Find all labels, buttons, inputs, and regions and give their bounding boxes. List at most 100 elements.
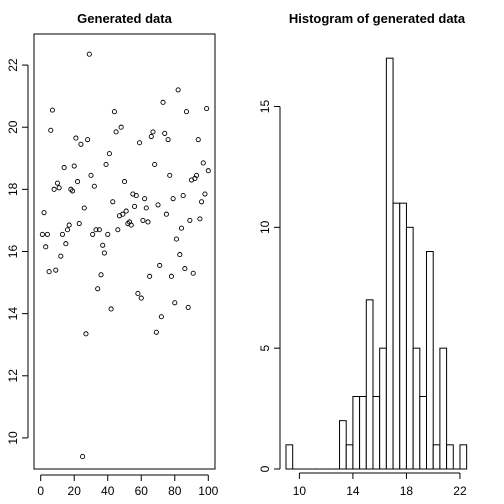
histogram-bar: [385, 57, 394, 470]
scatter-point: [133, 193, 139, 199]
scatter-point: [71, 163, 77, 169]
scatter-point: [123, 208, 129, 214]
scatter-point: [86, 51, 92, 57]
scatter-y-tick-label: 22: [6, 58, 20, 72]
scatter-point: [85, 137, 91, 143]
scatter-panel: Generated data 0 20 40 60 80 100 10 12 14 16 18 20…: [6, 11, 219, 498]
histogram-bars: [285, 57, 468, 470]
scatter-point: [190, 270, 196, 276]
scatter-point: [187, 217, 193, 223]
scatter-point: [185, 304, 191, 310]
scatter-point: [177, 252, 183, 258]
histogram-x-tick-label: 22: [453, 484, 467, 498]
scatter-point: [121, 179, 128, 185]
scatter-point: [44, 231, 50, 237]
histogram-x-tick-label: 10: [293, 484, 307, 498]
scatter-point: [76, 220, 82, 227]
scatter-plot-frame: [33, 33, 216, 470]
scatter-point: [148, 133, 154, 140]
scatter-point: [61, 165, 67, 171]
histogram-bar: [339, 420, 347, 470]
histogram-bar: [419, 396, 428, 470]
scatter-y-tick-label: 20: [6, 120, 20, 134]
histogram-bar: [432, 444, 441, 470]
scatter-point: [80, 454, 86, 460]
scatter-point: [54, 180, 61, 186]
scatter-y-tick-label: 18: [6, 182, 20, 196]
scatter-point: [135, 290, 141, 296]
scatter-point: [59, 231, 66, 237]
scatter-point: [43, 244, 49, 250]
histogram-y-tick-label: 0: [258, 465, 272, 472]
histogram-x-tick-label: 14: [346, 484, 360, 498]
scatter-x-tick-label: 60: [135, 484, 149, 498]
scatter-point: [165, 137, 171, 143]
scatter-point: [103, 161, 109, 168]
scatter-point: [83, 331, 89, 337]
scatter-point: [197, 216, 203, 222]
scatter-point: [157, 262, 163, 269]
scatter-point: [162, 130, 168, 136]
histogram-bar: [412, 347, 421, 470]
scatter-point: [91, 183, 97, 189]
scatter-x-tick-label: 0: [37, 484, 44, 498]
scatter-point: [153, 329, 159, 335]
histogram-bar: [446, 444, 454, 470]
scatter-point: [98, 272, 104, 278]
scatter-point: [110, 199, 116, 205]
scatter-point: [194, 172, 200, 178]
scatter-point: [200, 160, 206, 166]
scatter-x-tick-label: 100: [198, 484, 218, 498]
scatter-point: [152, 161, 158, 168]
scatter-point: [111, 109, 117, 115]
scatter-point: [142, 196, 148, 202]
histogram-bar: [426, 251, 434, 470]
scatter-point: [120, 211, 126, 217]
scatter-point: [95, 286, 101, 292]
scatter-point: [101, 250, 107, 256]
scatter-point: [53, 267, 59, 273]
scatter-y-axis: 10 12 14 16 18 20 22: [6, 58, 29, 445]
scatter-point: [118, 124, 124, 130]
scatter-point: [90, 231, 96, 237]
scatter-point: [167, 172, 173, 178]
scatter-point: [81, 205, 87, 211]
scatter-point: [88, 172, 94, 178]
scatter-point: [158, 314, 164, 320]
scatter-point: [128, 222, 134, 228]
scatter-point: [160, 99, 166, 105]
histogram-y-tick-label: 5: [258, 345, 272, 352]
histogram-bar: [399, 202, 407, 470]
scatter-point: [155, 202, 161, 208]
scatter-point: [66, 222, 72, 228]
histogram-bar: [345, 444, 354, 470]
scatter-point: [63, 241, 69, 247]
histogram-y-tick-label: 15: [258, 100, 272, 114]
scatter-point: [115, 227, 121, 233]
scatter-points: [39, 51, 211, 460]
scatter-point: [147, 273, 153, 279]
scatter-point: [106, 151, 112, 157]
scatter-point: [183, 109, 190, 115]
scatter-point: [93, 227, 99, 233]
histogram-bar: [359, 396, 367, 470]
scatter-point: [172, 300, 178, 306]
scatter-point: [175, 87, 181, 93]
scatter-point: [108, 306, 114, 312]
histogram-panel: Histogram of generated data 10 14 18 22 0 5 1…: [258, 11, 468, 498]
scatter-point: [100, 242, 106, 248]
scatter-point: [75, 179, 81, 185]
scatter-point: [205, 168, 211, 174]
scatter-point: [145, 219, 151, 225]
scatter-y-tick-label: 10: [6, 431, 20, 445]
scatter-point: [180, 193, 186, 199]
scatter-point: [150, 129, 156, 135]
scatter-point: [58, 253, 64, 259]
scatter-point: [195, 137, 201, 143]
scatter-point: [51, 186, 57, 192]
histogram-bar: [392, 202, 401, 470]
scatter-x-tick-label: 40: [101, 484, 115, 498]
scatter-point: [46, 269, 52, 275]
histogram-bar: [405, 226, 414, 470]
